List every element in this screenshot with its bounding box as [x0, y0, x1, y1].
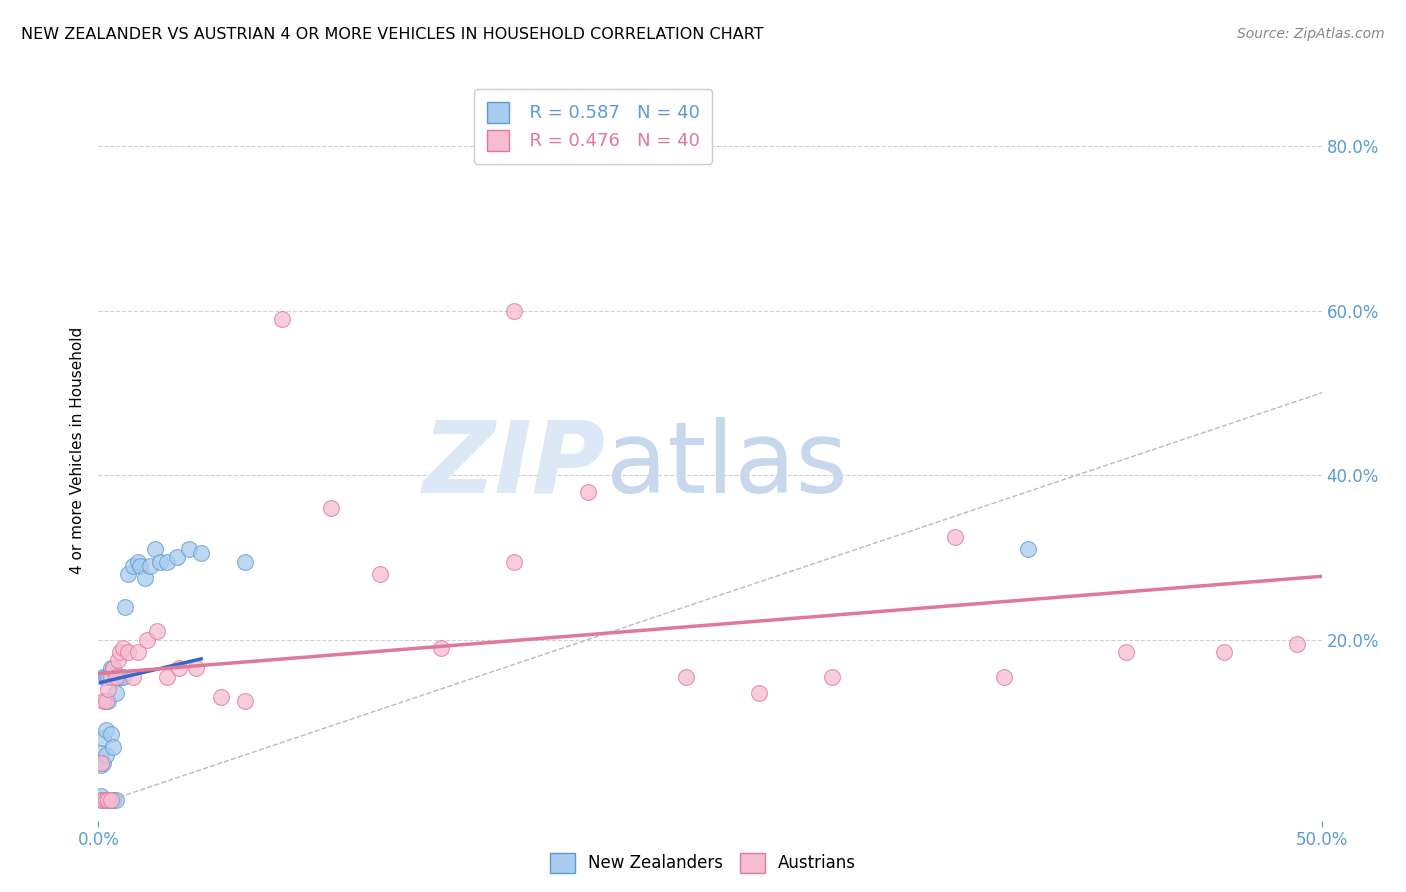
Point [91, 670, 114, 684]
Point [97, 670, 120, 684]
Point [121, 670, 143, 684]
Point [166, 550, 188, 565]
Text: NEW ZEALANDER VS AUSTRIAN 4 OR MORE VEHICLES IN HOUSEHOLD CORRELATION CHART: NEW ZEALANDER VS AUSTRIAN 4 OR MORE VEHI… [21, 27, 763, 42]
Legend:   R = 0.587   N = 40,   R = 0.476   N = 40: R = 0.587 N = 40, R = 0.476 N = 40 [474, 89, 713, 163]
Point [177, 542, 200, 557]
Point [127, 645, 149, 659]
Point [101, 661, 124, 675]
Point [97, 793, 120, 807]
Point [186, 661, 208, 675]
Point [139, 558, 162, 573]
Point [117, 645, 139, 659]
Point [91, 731, 114, 746]
Point [94, 793, 117, 807]
Point [121, 558, 143, 573]
Point [146, 624, 169, 639]
Point [94, 670, 117, 684]
Point [233, 694, 256, 708]
Point [576, 484, 599, 499]
Point [1286, 637, 1309, 651]
Point [90, 746, 112, 760]
Point [107, 653, 129, 667]
Point [156, 554, 179, 569]
Point [993, 670, 1015, 684]
Point [94, 793, 117, 807]
Point [101, 793, 124, 807]
Point [134, 571, 156, 585]
Point [110, 670, 132, 684]
Y-axis label: 4 or more Vehicles in Household: 4 or more Vehicles in Household [69, 326, 84, 574]
Point [821, 670, 844, 684]
Point [100, 661, 122, 675]
Point [90, 793, 112, 807]
Point [1212, 645, 1234, 659]
Point [233, 554, 256, 569]
Point [368, 566, 391, 581]
Point [209, 690, 232, 705]
Point [270, 311, 294, 326]
Point [94, 694, 117, 708]
Point [190, 546, 212, 560]
Point [101, 661, 124, 675]
Point [129, 558, 152, 573]
Point [503, 303, 526, 318]
Point [104, 793, 127, 807]
Point [943, 530, 966, 544]
Point [97, 694, 120, 708]
Text: ZIP: ZIP [423, 417, 606, 514]
Point [101, 739, 124, 754]
Point [127, 554, 149, 569]
Point [90, 756, 112, 770]
Point [675, 670, 697, 684]
Point [97, 793, 120, 807]
Point [90, 757, 112, 772]
Point [91, 793, 114, 807]
Point [94, 723, 117, 738]
Legend: New Zealanders, Austrians: New Zealanders, Austrians [543, 847, 863, 880]
Point [97, 681, 120, 696]
Point [1115, 645, 1137, 659]
Point [111, 640, 134, 655]
Text: atlas: atlas [606, 417, 848, 514]
Point [100, 793, 122, 807]
Point [143, 542, 166, 557]
Point [167, 661, 190, 675]
Point [117, 566, 139, 581]
Point [104, 670, 127, 684]
Point [319, 501, 342, 516]
Point [748, 686, 770, 700]
Point [149, 554, 172, 569]
Point [107, 670, 129, 684]
Point [104, 686, 127, 700]
Point [1017, 542, 1039, 557]
Point [110, 645, 132, 659]
Point [430, 640, 453, 655]
Text: Source: ZipAtlas.com: Source: ZipAtlas.com [1237, 27, 1385, 41]
Point [91, 793, 114, 807]
Point [100, 793, 122, 807]
Point [111, 670, 134, 684]
Point [100, 670, 122, 684]
Point [100, 727, 122, 741]
Point [136, 632, 159, 647]
Point [114, 599, 136, 614]
Point [91, 756, 114, 770]
Point [90, 789, 112, 803]
Point [91, 694, 114, 708]
Point [156, 670, 179, 684]
Point [503, 554, 526, 569]
Point [94, 747, 117, 762]
